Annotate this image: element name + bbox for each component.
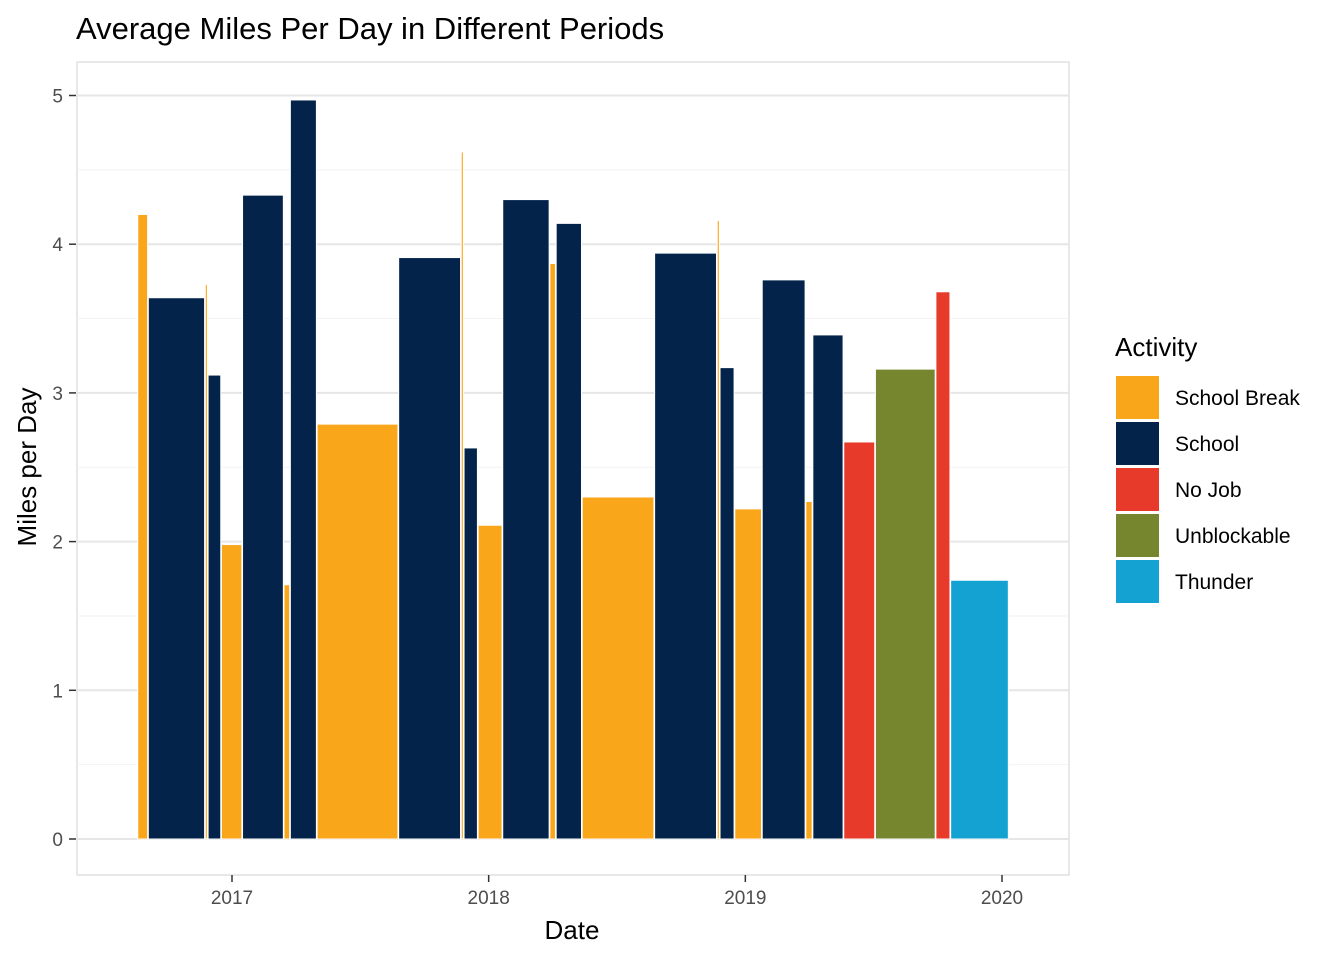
bar-school-break bbox=[716, 219, 720, 840]
y-tick-label: 0 bbox=[52, 830, 63, 851]
x-tick-label: 2020 bbox=[981, 888, 1023, 909]
bar-school bbox=[147, 297, 206, 840]
bar-school bbox=[555, 222, 582, 840]
bar-school-break bbox=[204, 283, 208, 840]
legend-label: School Break bbox=[1175, 387, 1300, 410]
legend-title: Activity bbox=[1115, 332, 1197, 362]
x-tick-label: 2019 bbox=[724, 888, 766, 909]
legend-label: Thunder bbox=[1175, 571, 1253, 594]
bar-school bbox=[654, 252, 717, 840]
bar-school-break bbox=[477, 524, 503, 840]
bar-school bbox=[719, 367, 735, 840]
y-tick-label: 2 bbox=[52, 533, 63, 554]
legend-key-school bbox=[1116, 422, 1159, 465]
bar-school bbox=[463, 447, 478, 840]
legend: Activity School Break School No Job Unblock… bbox=[1115, 332, 1300, 603]
y-tick-label: 5 bbox=[52, 87, 63, 108]
bar-unblockable bbox=[874, 368, 936, 840]
plot-panel bbox=[76, 61, 1070, 876]
bar-school-break bbox=[460, 151, 464, 840]
bar-school bbox=[207, 374, 222, 840]
bar-school-break bbox=[581, 496, 655, 840]
legend-key-thunder bbox=[1116, 560, 1159, 603]
bar-school bbox=[761, 279, 806, 840]
legend-label: No Job bbox=[1175, 479, 1242, 502]
y-tick-label: 1 bbox=[52, 681, 63, 702]
bars bbox=[137, 99, 1009, 840]
legend-label: School bbox=[1175, 433, 1239, 456]
legend-label: Unblockable bbox=[1175, 525, 1291, 548]
bar-school-break bbox=[805, 500, 813, 840]
bar-school-break bbox=[283, 584, 291, 840]
bar-no-job bbox=[843, 441, 876, 840]
y-tick-label: 3 bbox=[52, 384, 63, 405]
y-tick-label: 4 bbox=[52, 235, 63, 256]
bar-thunder bbox=[950, 579, 1009, 840]
bar-school bbox=[289, 99, 317, 840]
bar-school bbox=[812, 334, 844, 840]
chart-title: Average Miles Per Day in Different Perio… bbox=[76, 11, 664, 46]
bar-no-job bbox=[935, 291, 951, 840]
x-tick-label: 2018 bbox=[468, 888, 510, 909]
bar-school bbox=[502, 199, 550, 840]
legend-key-unblockable bbox=[1116, 514, 1159, 557]
bar-school bbox=[242, 194, 284, 840]
x-axis: 2017 2018 2019 2020 bbox=[211, 875, 1023, 909]
bar-school-break bbox=[220, 544, 243, 840]
bar-school bbox=[398, 257, 462, 840]
bar-school-break bbox=[549, 263, 556, 840]
y-axis: 0 1 2 3 4 5 bbox=[52, 87, 76, 851]
bar-school-break bbox=[316, 423, 399, 840]
x-axis-title: Date bbox=[545, 915, 600, 945]
bar-school-break bbox=[734, 508, 763, 840]
x-tick-label: 2017 bbox=[211, 888, 253, 909]
bar-school-break bbox=[137, 213, 149, 840]
legend-key-no-job bbox=[1116, 468, 1159, 511]
legend-key-school-break bbox=[1116, 376, 1159, 419]
y-axis-title: Miles per Day bbox=[12, 388, 42, 547]
